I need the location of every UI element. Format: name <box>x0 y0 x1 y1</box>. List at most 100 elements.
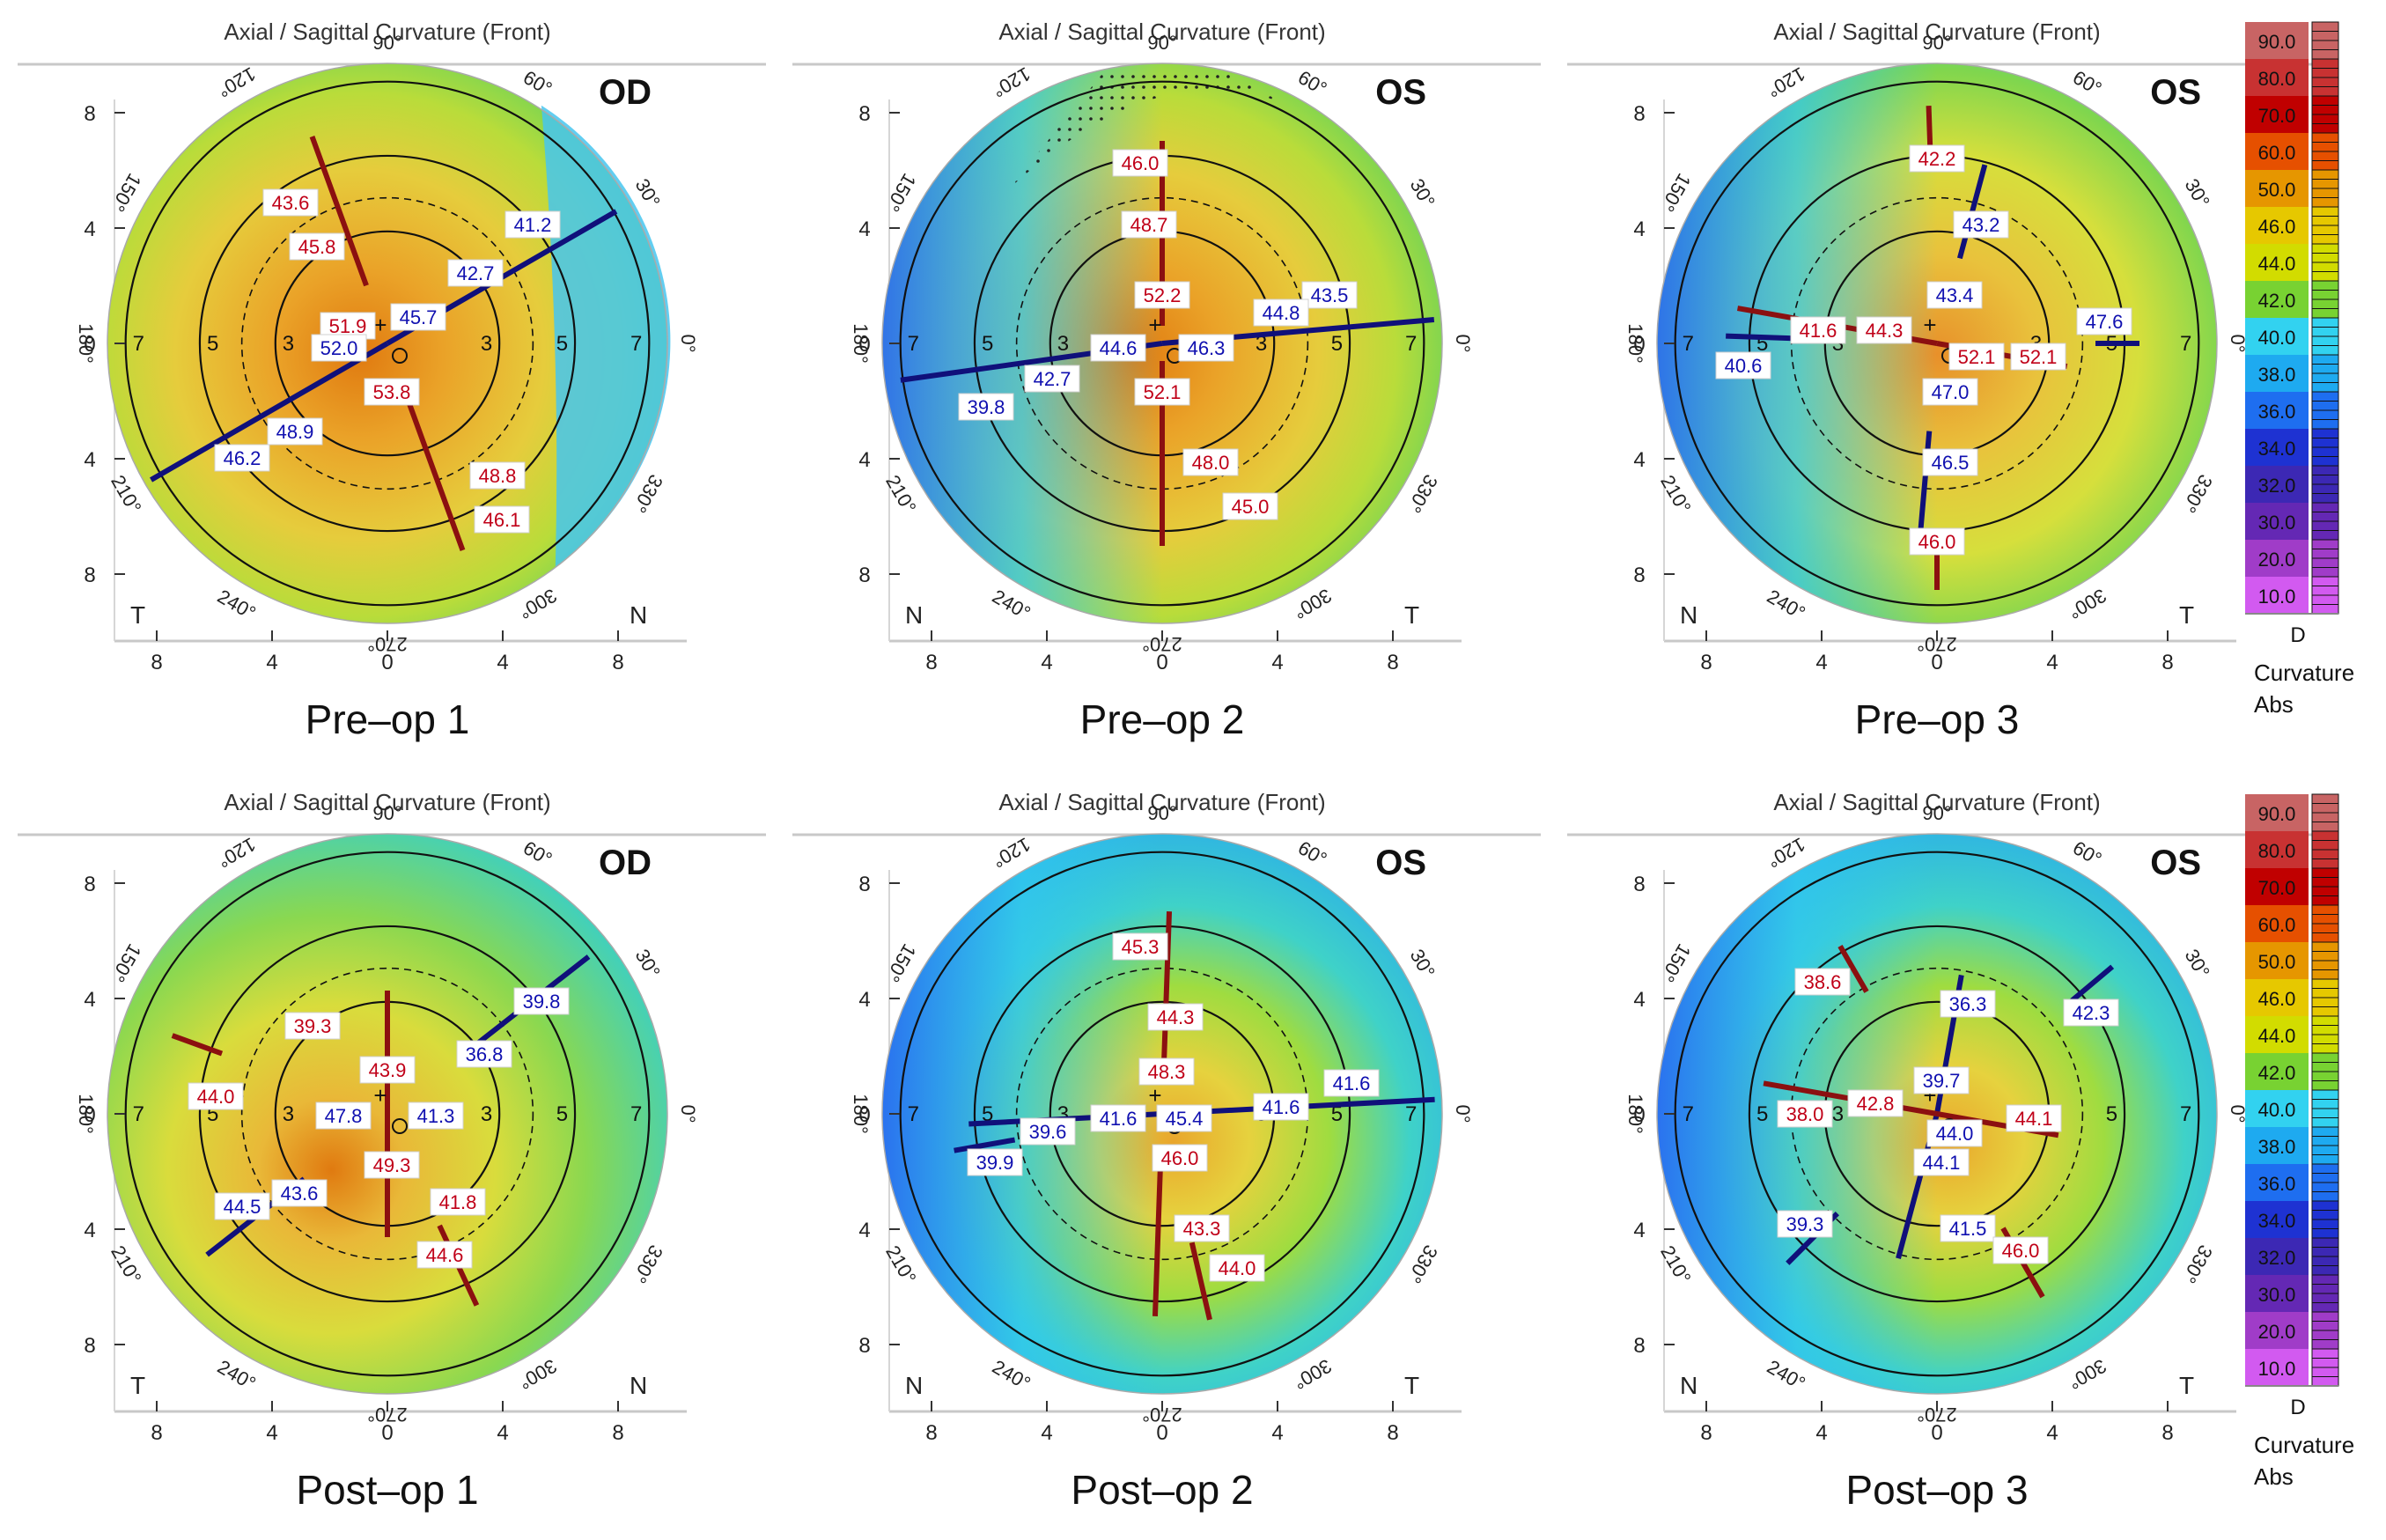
value-label-text: 45.4 <box>1166 1108 1204 1130</box>
value-label-text: 43.9 <box>369 1059 407 1081</box>
angle-label: 330° <box>629 1242 667 1287</box>
legend-swatch <box>2245 59 2309 96</box>
curvature-value-label: 39.3 <box>284 1012 341 1040</box>
y-tick-label: 0 <box>1633 1103 1645 1127</box>
legend-value: 42.0 <box>2258 290 2296 312</box>
legend-value: 20.0 <box>2258 549 2296 571</box>
vertex-mark: + <box>373 1082 387 1109</box>
legend-value: 20.0 <box>2258 1321 2296 1343</box>
value-label-box <box>1253 298 1309 327</box>
flat-meridian-line <box>1726 333 1797 342</box>
value-label-box <box>1174 1214 1230 1242</box>
disk-outline <box>107 833 668 1395</box>
color-legend-2: 90.0 80.0 70.0 60.0 50.0 46.0 44.0 42.0 40.0 38.0… <box>2245 793 2354 1490</box>
legend-value: 34.0 <box>2258 1210 2296 1232</box>
legend-swatch <box>2245 1090 2309 1127</box>
value-label-text: 46.0 <box>1122 152 1160 174</box>
angle-label: 240° <box>1764 1355 1809 1394</box>
ring-label: 7 <box>1683 1102 1694 1126</box>
value-label-box <box>1152 1144 1208 1172</box>
curvature-value-label: 38.6 <box>1794 968 1851 996</box>
legend-value: 36.0 <box>2258 401 2296 423</box>
topography-panel-2: Axial / Sagittal Curvature (Front) OS 3 5 7 3… <box>792 18 1541 742</box>
disk-outline <box>881 63 1443 624</box>
curvature-value-label: 39.9 <box>967 1148 1023 1176</box>
curvature-value-label: 44.6 <box>416 1241 473 1269</box>
side-label-right: N <box>630 601 647 629</box>
value-label-text: 46.0 <box>2002 1240 2040 1262</box>
eye-label: OS <box>2150 73 2201 112</box>
curvature-value-label: 46.0 <box>1112 149 1168 177</box>
value-label-box <box>1913 1148 1970 1176</box>
panel-caption: Pre–op 2 <box>1080 696 1245 742</box>
eye-label: OD <box>599 73 652 112</box>
value-label-box <box>513 987 570 1015</box>
value-label-text: 52.1 <box>1958 346 1996 368</box>
curvature-value-label: 41.6 <box>1323 1069 1380 1097</box>
value-label-box <box>1948 343 2005 371</box>
value-label-box <box>1847 1089 1904 1117</box>
angle-label: 210° <box>881 471 920 517</box>
legend-value: 46.0 <box>2258 216 2296 238</box>
curvature-value-label: 45.3 <box>1112 932 1168 961</box>
angle-label: 30° <box>1406 946 1440 982</box>
y-tick-label: 4 <box>858 1219 870 1242</box>
curvature-value-label: 43.3 <box>1174 1214 1230 1242</box>
value-label-box <box>967 1148 1023 1176</box>
curvature-value-label: 44.3 <box>1856 316 1912 344</box>
panel-caption: Post–op 1 <box>296 1467 478 1513</box>
legend-value: 90.0 <box>2258 31 2296 53</box>
value-label-box <box>1209 1254 1265 1282</box>
curvature-value-label: 43.2 <box>1953 210 2009 239</box>
ring-label: 3 <box>1832 1102 1844 1126</box>
value-label-box <box>359 1056 416 1084</box>
angle-label: 240° <box>214 585 260 623</box>
curvature-value-label: 44.3 <box>1147 1003 1204 1031</box>
angle-label: 210° <box>107 1242 145 1287</box>
panel-header-title: Axial / Sagittal Curvature (Front) <box>224 18 550 45</box>
y-tick-label: 8 <box>1633 564 1645 587</box>
y-tick-label: 0 <box>84 333 95 357</box>
legend-value: 32.0 <box>2258 1247 2296 1269</box>
value-label-box <box>504 210 561 239</box>
ring-label: 5 <box>982 332 993 356</box>
angle-label: 30° <box>2181 946 2214 982</box>
x-tick-label: 4 <box>1041 1421 1052 1445</box>
legend-swatch <box>2245 244 2309 281</box>
curvature-value-label: 52.1 <box>1134 378 1190 406</box>
y-tick-label: 4 <box>858 448 870 472</box>
value-label-box <box>1182 448 1239 476</box>
curvature-value-label: 41.3 <box>408 1102 464 1130</box>
angle-label: 300° <box>2065 1355 2110 1394</box>
legend-swatch <box>2245 540 2309 577</box>
value-label-text: 42.7 <box>1034 368 1071 390</box>
legend-value: 44.0 <box>2258 1025 2296 1047</box>
value-label-box <box>1024 365 1080 393</box>
curvature-value-label: 49.3 <box>364 1151 420 1179</box>
curvature-value-label: 52.1 <box>2010 343 2066 371</box>
angle-label: 90° <box>1147 802 1176 824</box>
y-tick-label: 8 <box>858 564 870 587</box>
steep-meridian-line <box>406 400 466 551</box>
value-label-box <box>456 1040 512 1068</box>
ring-label: 5 <box>556 332 568 356</box>
value-label-text: 43.6 <box>281 1183 319 1205</box>
value-label-box <box>1909 144 1965 173</box>
legend-unit: D <box>2290 1396 2305 1419</box>
curvature-value-label: 44.8 <box>1253 298 1309 327</box>
angle-label: 180° <box>1624 323 1646 364</box>
angle-label: 30° <box>1406 175 1440 211</box>
zone-ring-3 <box>124 851 651 1377</box>
curvature-value-label: 44.5 <box>214 1192 270 1220</box>
flat-meridian-line <box>954 1137 1016 1153</box>
extrapolated-area-dots <box>1008 69 1289 190</box>
legend-caption-line1: Curvature <box>2254 659 2354 686</box>
legend-swatch <box>2245 794 2309 831</box>
value-label-box <box>1090 334 1146 362</box>
y-tick-label: 8 <box>84 1334 95 1358</box>
x-tick-label: 8 <box>925 1421 937 1445</box>
value-label-box <box>1112 149 1168 177</box>
ring-label: 7 <box>630 1102 642 1126</box>
value-label-text: 41.2 <box>514 214 552 236</box>
ring-label: 7 <box>908 1102 919 1126</box>
